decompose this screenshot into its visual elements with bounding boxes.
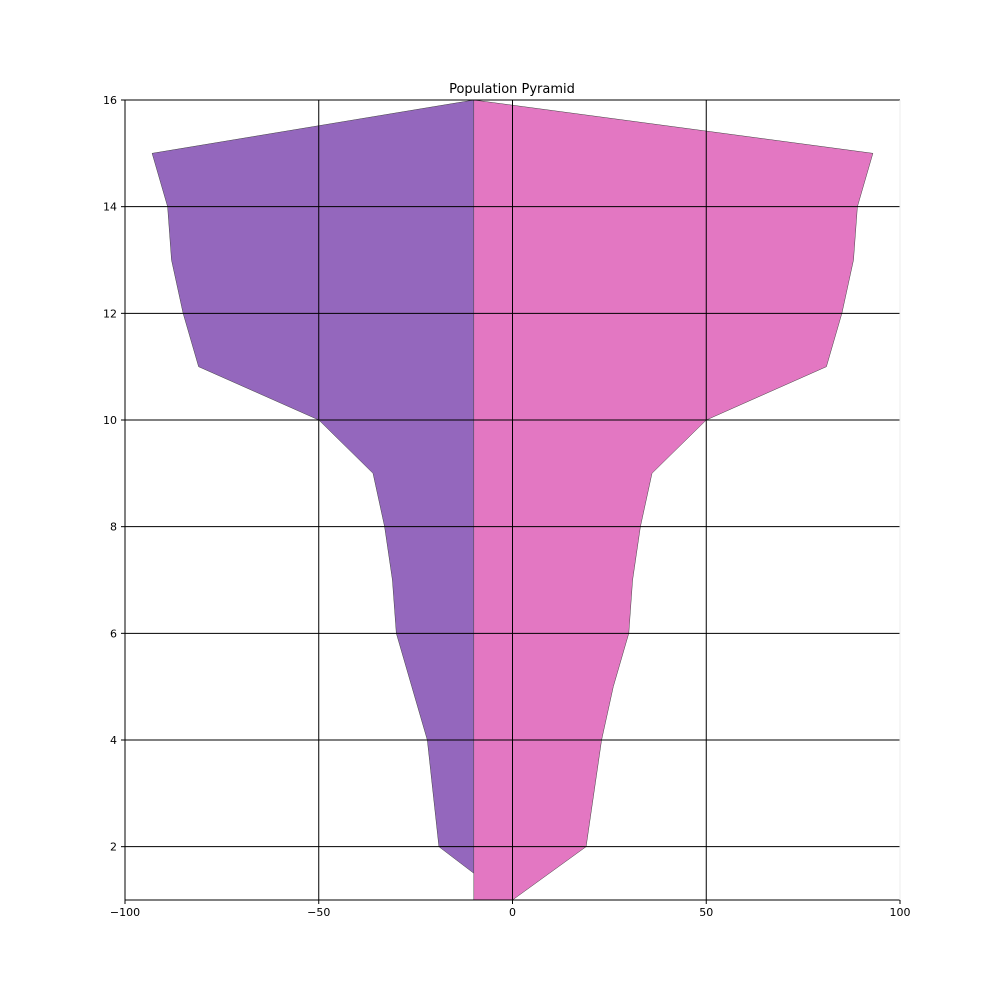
x-tick-label-0: −100	[110, 906, 140, 919]
y-tick-label-1: 4	[110, 734, 117, 747]
y-tick-label-7: 16	[103, 94, 117, 107]
series-layer	[151, 99, 874, 901]
x-tick-label-3: 50	[699, 906, 713, 919]
series-0-area	[151, 99, 475, 874]
series-1-area	[473, 99, 874, 901]
axis-layer: −100 −50 0 50 100 2 4 6 8 10 12 14 16	[103, 94, 911, 919]
x-tick-label-2: 0	[509, 906, 516, 919]
y-tick-label-3: 8	[110, 521, 117, 534]
chart-title: Population Pyramid	[449, 82, 575, 97]
y-tick-label-5: 12	[103, 307, 117, 320]
y-tick-label-4: 10	[103, 414, 117, 427]
y-tick-label-6: 14	[103, 201, 117, 214]
x-tick-label-1: −50	[307, 906, 330, 919]
y-tick-label-2: 6	[110, 627, 117, 640]
y-tick-label-0: 2	[110, 841, 117, 854]
x-tick-label-4: 100	[890, 906, 911, 919]
grid-layer	[125, 100, 900, 900]
